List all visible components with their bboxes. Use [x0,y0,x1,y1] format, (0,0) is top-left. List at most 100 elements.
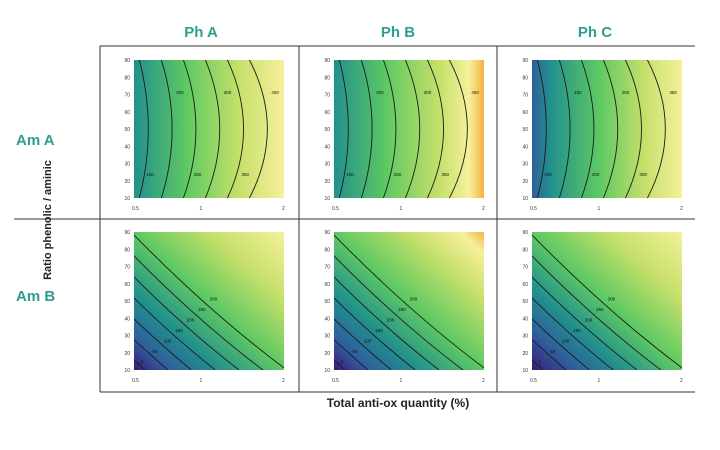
contour-line [182,60,197,198]
contour-label: 150 [574,90,582,95]
contour-label: 300 [410,296,418,301]
contour-label: 150 [146,172,154,177]
y-tick-label: 20 [522,351,528,357]
contour-label: 150 [346,172,354,177]
x-tick-label: 1 [598,378,601,384]
y-tick-label: 50 [522,299,528,305]
contour-line [532,255,662,370]
row-header-am-b: Am B [16,288,56,305]
y-tick-label: 40 [522,316,528,322]
x-tick-label: 0.5 [132,206,139,212]
contour-line [536,60,547,198]
contour-line [404,60,421,198]
contour-label: 300 [608,296,616,301]
contour-line [532,339,567,370]
y-tick-label: 40 [522,144,528,150]
contour-label: 100 [544,172,552,177]
y-tick-label: 90 [124,58,130,64]
x-tick-label: 1 [200,206,203,212]
contour-line [134,339,169,370]
heatmap-fill [334,60,484,198]
contour-label: 400 [271,90,279,95]
contour-label: 50 [152,349,158,354]
contour-label: 200 [187,318,195,323]
contour-line [334,297,416,370]
contour-line [532,297,614,370]
y-tick-label: 80 [522,75,528,81]
y-tick-label: 40 [124,144,130,150]
contour-label: 150 [375,328,383,333]
column-header-ph-b: Ph B [380,24,416,41]
contour-label: 50 [352,349,358,354]
y-tick-label: 60 [522,110,528,116]
y-tick-label: 80 [124,247,130,253]
panel-am-b-ph-b: 0 50 100 150 200 250 300 10 20 30 40 50 60 70 80 90 0.5 1… [324,230,485,384]
y-tick-label: 70 [124,265,130,271]
y-tick-label: 20 [324,179,330,185]
y-tick-label: 80 [324,247,330,253]
panel-am-a-ph-a: 150 200 250 300 350 400 10 20 30 40 50 60 70 80 90 0.5 1… [124,58,285,212]
contour-label: 250 [194,172,202,177]
y-tick-label: 10 [522,368,528,374]
x-tick-label: 1 [200,378,203,384]
contour-label: 300 [424,90,432,95]
contour-line [532,276,638,370]
x-tick-label: 1 [400,206,403,212]
x-tick-label: 0.5 [530,206,537,212]
contour-line [334,339,369,370]
contour-label: 200 [585,318,593,323]
contour-label: 250 [596,307,604,312]
contour-label: 350 [442,172,450,177]
contour-line [134,359,146,370]
contour-label: 0 [141,360,144,365]
y-tick-label: 80 [324,75,330,81]
contour-label: 0 [539,360,542,365]
y-tick-label: 90 [324,230,330,236]
panel-am-a-ph-b: 150 200 250 300 350 400 10 20 30 40 50 60 70 80 90 0.5 1… [324,58,485,212]
contour-label: 200 [376,90,384,95]
contour-line [382,60,397,198]
contour-line [360,60,373,198]
contour-label: 350 [242,172,250,177]
y-tick-label: 70 [522,265,528,271]
y-tick-label: 90 [522,230,528,236]
contour-line [134,276,240,370]
contour-line [226,60,244,198]
row-header-am-a: Am A [16,132,55,149]
y-tick-label: 30 [522,334,528,340]
contour-label: 150 [573,328,581,333]
contour-label: 0 [341,360,344,365]
contour-line [134,234,284,369]
x-tick-label: 2 [282,206,285,212]
contour-label: 100 [562,339,570,344]
y-tick-label: 70 [522,93,528,99]
y-tick-label: 10 [324,368,330,374]
x-tick-label: 0.5 [132,378,139,384]
x-tick-label: 2 [282,378,285,384]
contour-label: 300 [210,296,218,301]
y-tick-label: 10 [124,196,130,202]
y-tick-label: 20 [324,351,330,357]
contour-line [138,60,149,198]
contour-label: 400 [471,90,479,95]
contour-line [134,318,193,370]
contour-label: 200 [387,318,395,323]
y-tick-label: 30 [522,162,528,168]
contour-line [134,297,216,370]
contour-line [160,60,173,198]
contour-line [204,60,221,198]
contour-line [646,60,666,198]
contour-label: 250 [394,172,402,177]
contour-label: 250 [198,307,206,312]
contour-label: 300 [224,90,232,95]
y-tick-label: 70 [324,265,330,271]
y-tick-label: 10 [522,196,528,202]
contour-label: 100 [364,339,372,344]
y-tick-label: 50 [124,127,130,133]
contour-label: 250 [398,307,406,312]
y-tick-label: 50 [324,127,330,133]
panel-am-b-ph-c: 0 50 100 150 200 250 300 10 20 30 40 50 60 70 80 90 0.5 1… [522,230,683,384]
x-tick-label: 0.5 [332,206,339,212]
y-tick-label: 20 [522,179,528,185]
